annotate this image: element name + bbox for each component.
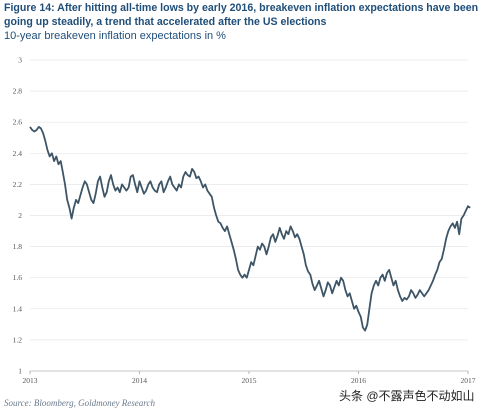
chart-subtitle: 10-year breakeven inflation expectations…	[4, 30, 226, 42]
y-tick-label: 1	[18, 367, 22, 376]
y-tick-label: 1.2	[13, 335, 23, 344]
watermark-text: 头条 @不露声色不动如山	[336, 386, 478, 405]
source-note: Source: Bloomberg, Goldmoney Research	[4, 398, 155, 408]
x-tick-label: 2015	[242, 376, 257, 385]
x-tick-label: 2013	[23, 376, 38, 385]
y-tick-label: 1.4	[13, 304, 23, 313]
chart-title: Figure 14: After hitting all-time lows b…	[4, 2, 479, 28]
x-tick-label: 2016	[351, 376, 366, 385]
y-tick-label: 2	[18, 211, 22, 220]
x-axis-ticks: 2013 2014 2015 2016 2017	[23, 371, 476, 385]
y-tick-label: 2.6	[13, 118, 23, 127]
y-axis-ticks: 1 1.2 1.4 1.6 1.8 2 2.2 2.4 2.6 2.8 3	[13, 56, 23, 376]
series-line	[29, 126, 471, 332]
grid-lines	[30, 59, 468, 372]
y-tick-label: 3	[18, 56, 22, 65]
y-tick-label: 1.8	[13, 242, 23, 251]
y-tick-label: 1.6	[13, 273, 23, 282]
y-tick-label: 2.4	[13, 149, 23, 158]
x-tick-label: 2017	[461, 376, 476, 385]
x-tick-label: 2014	[132, 376, 147, 385]
y-tick-label: 2.2	[13, 180, 23, 189]
y-tick-label: 2.8	[13, 87, 23, 96]
